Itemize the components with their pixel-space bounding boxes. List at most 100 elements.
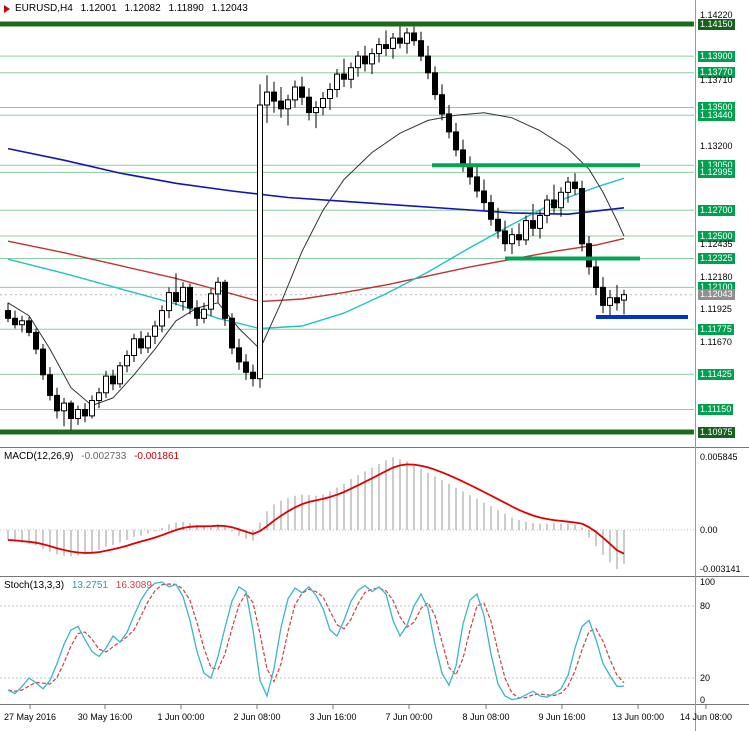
- candle-body: [264, 91, 270, 106]
- candle-body: [509, 234, 515, 245]
- candle-body: [474, 176, 480, 192]
- price-pane[interactable]: [0, 21, 694, 435]
- stoch-scale-tick: 100: [700, 576, 716, 587]
- candle-body: [551, 199, 557, 209]
- candle-body: [75, 409, 81, 419]
- ma-red: [7, 237, 625, 303]
- candle-body: [54, 394, 60, 412]
- candle-body: [215, 281, 221, 295]
- time-axis-label: 3 Jun 16:00: [309, 712, 357, 722]
- candle-body: [82, 409, 88, 417]
- candle-body: [383, 44, 389, 49]
- bid-price-label: 1.12043: [698, 289, 735, 301]
- level-price-label: 1.12700: [698, 204, 735, 216]
- level-price-label: 1.11425: [698, 368, 734, 380]
- candle-body: [110, 375, 116, 385]
- candle-body: [313, 107, 319, 114]
- ma-teal: [7, 177, 625, 330]
- level-price-label: 1.13500: [698, 102, 735, 113]
- time-axis-label: 30 May 16:00: [77, 712, 133, 722]
- candle-body: [544, 199, 550, 216]
- candle-body: [425, 55, 431, 74]
- candle-body: [152, 325, 158, 337]
- level-price-label: 1.11150: [698, 404, 734, 415]
- candle-body: [369, 53, 375, 65]
- time-axis-label: 1 Jun 00:00: [157, 712, 205, 722]
- candle-body: [166, 292, 172, 312]
- time-axis-label: 9 Jun 16:00: [538, 712, 586, 722]
- time-axis-label: 7 Jun 00:00: [385, 712, 433, 722]
- level-price-label: 1.14150: [698, 18, 735, 30]
- price-scale-tick: 1.13200: [700, 140, 733, 151]
- stoch-signal-value: 16.3089: [115, 580, 152, 591]
- candle-body: [334, 73, 340, 90]
- candle-body: [124, 355, 130, 367]
- candle-body: [180, 286, 186, 302]
- candle-body: [572, 181, 578, 190]
- time-axis-label: 8 Jun 08:00: [462, 712, 510, 722]
- candle-body: [222, 281, 228, 319]
- candle-body: [418, 40, 424, 57]
- macd-signal-curve: [7, 463, 625, 555]
- stoch-main-curve: [7, 581, 625, 701]
- candle-body: [432, 72, 438, 96]
- price-scale-tick: 1.13710: [700, 75, 733, 85]
- candle-body: [278, 100, 284, 110]
- candle-body: [40, 348, 46, 376]
- price-scale-tick: 1.12435: [700, 238, 733, 249]
- time-axis-label: 13 Jun 00:00: [611, 712, 665, 722]
- level-price-label: 1.12500: [698, 230, 735, 242]
- candle-body: [194, 307, 200, 319]
- price-scale-tick: 1.14220: [700, 9, 733, 20]
- candle-body: [446, 113, 452, 133]
- candle-body: [600, 286, 606, 306]
- candle-body: [292, 86, 298, 101]
- stoch-pane[interactable]: [0, 581, 694, 701]
- candle-body: [96, 392, 102, 401]
- macd-pane[interactable]: [0, 457, 694, 570]
- low-value: 1.11890: [168, 3, 204, 14]
- macd-label: MACD(12,26,9): [4, 451, 74, 462]
- candle-body: [586, 243, 592, 268]
- candle-body: [439, 94, 445, 115]
- candle-body: [131, 338, 137, 356]
- candle-body: [327, 89, 333, 99]
- candle-body: [355, 55, 361, 69]
- candle-body: [579, 188, 585, 245]
- candle-body: [593, 266, 599, 288]
- stoch-main-value: 13.2751: [71, 580, 108, 591]
- level-price-label: 1.11775: [698, 323, 734, 335]
- level-price-label: 1.12325: [698, 253, 735, 264]
- candle-body: [341, 73, 347, 80]
- time-axis-label: 27 May 2016: [3, 712, 57, 722]
- macd-header: MACD(12,26,9) -0.002733 -0.001861: [4, 451, 179, 462]
- candle-body: [103, 375, 109, 394]
- candle-body: [208, 293, 214, 310]
- stoch-scale-tick: 0: [700, 694, 706, 705]
- candle-body: [558, 191, 564, 209]
- candle-body: [362, 55, 368, 65]
- candle-body: [320, 98, 326, 108]
- candle-body: [285, 99, 291, 110]
- candle-body: [159, 310, 165, 327]
- candle-body: [257, 104, 263, 380]
- macd-signal-value: -0.001861: [134, 451, 180, 462]
- candle-body: [376, 44, 382, 55]
- price-scale-tick: 1.11925: [700, 304, 732, 315]
- symbol-marker-icon: [4, 5, 10, 13]
- level-price-label: 1.12995: [698, 166, 735, 178]
- candle-body: [397, 37, 403, 44]
- time-axis-label: 2 Jun 08:00: [233, 712, 281, 722]
- stoch-header: Stoch(13,3,3) 13.2751 16.3089: [4, 580, 152, 591]
- candle-body: [495, 218, 501, 232]
- close-value: 1.12043: [211, 3, 248, 14]
- candle-body: [187, 286, 193, 309]
- stoch-label: Stoch(13,3,3): [4, 580, 65, 591]
- ma-fast-black: [7, 112, 625, 407]
- candle-body: [68, 402, 74, 420]
- candle-body: [621, 294, 627, 301]
- candle-body: [348, 67, 354, 80]
